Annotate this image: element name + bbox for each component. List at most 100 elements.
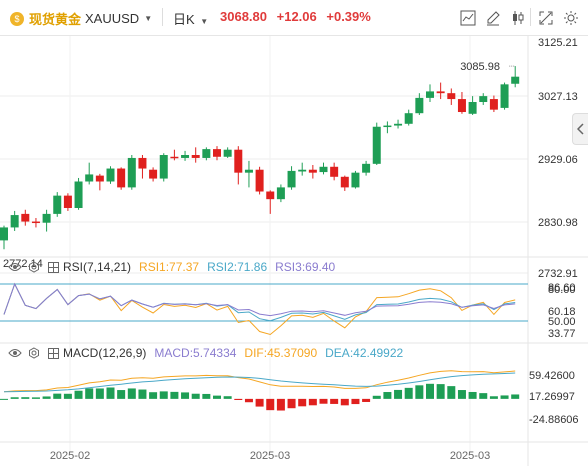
candle-body xyxy=(21,213,30,222)
fullscreen-icon[interactable] xyxy=(536,8,556,28)
macd-histogram-bar xyxy=(319,398,328,404)
macd-histogram-bar xyxy=(63,393,72,399)
expand-icon[interactable] xyxy=(46,346,60,360)
candle-body xyxy=(287,170,296,188)
collapse-panel-button[interactable] xyxy=(572,113,588,145)
x-tick-label: 2025-03 xyxy=(250,450,290,462)
candle-body xyxy=(511,76,520,84)
macd-histogram-bar xyxy=(42,396,51,399)
rsi1-line xyxy=(3,282,516,336)
eye-icon[interactable] xyxy=(8,346,22,360)
y-tick-label: 2929.06 xyxy=(538,154,578,166)
divider xyxy=(530,8,531,26)
macd-histogram-bar xyxy=(479,393,488,399)
candle-body xyxy=(276,187,285,200)
rsi-title: RSI(7,14,21) xyxy=(63,260,132,274)
indicator-icon[interactable] xyxy=(458,8,478,28)
settings-icon[interactable] xyxy=(27,260,41,274)
eye-icon[interactable] xyxy=(8,260,22,274)
interval-selector[interactable]: 日K ▼ xyxy=(173,9,208,28)
macd-histogram-bar xyxy=(298,398,307,407)
candle-body xyxy=(479,96,488,103)
macd-histogram-bar xyxy=(95,388,104,399)
dif-value: DIF:45.37090 xyxy=(244,346,318,360)
candle-body xyxy=(159,155,168,179)
interval-label: 日K xyxy=(173,12,195,27)
candle-body xyxy=(362,163,371,173)
candle-body xyxy=(255,169,264,192)
dea-value: DEA:42.49922 xyxy=(325,346,404,360)
macd-histogram-bar xyxy=(276,398,285,411)
candle-body xyxy=(426,91,434,98)
high-label: 3085.98 xyxy=(460,61,500,73)
settings-icon[interactable] xyxy=(27,346,41,360)
candle-body xyxy=(340,176,349,188)
chevron-down-icon: ▼ xyxy=(200,17,209,26)
settings-icon[interactable] xyxy=(561,8,581,28)
price-display: 3068.80 +12.06 +0.39% xyxy=(220,9,371,24)
draw-pen-icon[interactable] xyxy=(483,8,503,28)
macd-histogram-bar xyxy=(426,383,434,399)
macd-histogram-bar xyxy=(511,394,520,399)
symbol-selector[interactable]: $ 现货黄金 XAUUSD ▼ xyxy=(10,9,152,28)
macd-histogram-bar xyxy=(404,387,413,399)
candle-body xyxy=(298,169,307,172)
x-tick-label: 2025-03 xyxy=(450,450,490,462)
expand-icon[interactable] xyxy=(46,260,60,274)
macd-histogram-bar xyxy=(181,392,190,399)
macd-histogram-bar xyxy=(31,397,40,399)
candle-body xyxy=(394,123,403,126)
candle-body xyxy=(63,195,72,208)
macd-histogram-bar xyxy=(53,393,62,399)
candle-body xyxy=(191,155,200,158)
macd-histogram-bar xyxy=(340,398,349,406)
macd-histogram-bar xyxy=(10,397,19,399)
macd-histogram-bar xyxy=(457,390,466,399)
macd-tick-label: -24.88606 xyxy=(529,414,579,426)
symbol-name: 现货黄金 xyxy=(29,12,82,27)
price-change-pct: +0.39% xyxy=(326,9,371,24)
chevron-down-icon: ▼ xyxy=(144,14,153,23)
y-tick-label: 2830.98 xyxy=(538,217,578,229)
macd-histogram-bar xyxy=(287,398,296,409)
macd-histogram-bar xyxy=(223,396,232,399)
macd-histogram-bar xyxy=(202,393,211,399)
rsi-tick-label: 80.00 xyxy=(548,284,576,296)
chart-area[interactable]: 3125.21 3027.13 2929.06 2830.98 2732.91 3085.… xyxy=(0,36,588,466)
candle-body xyxy=(85,174,94,182)
candle-body xyxy=(383,125,392,128)
macd-histogram-bar xyxy=(330,398,339,404)
macd-histogram-bar xyxy=(266,398,275,411)
candle-body xyxy=(213,149,221,157)
macd-histogram-bar xyxy=(191,393,200,399)
macd-histogram-bar xyxy=(21,397,30,399)
dif-line xyxy=(3,370,516,393)
rsi-legend: RSI(7,14,21) RSI1:77.37 RSI2:71.86 RSI3:… xyxy=(0,260,335,274)
macd-histogram-bar xyxy=(85,388,94,399)
macd-histogram-bar xyxy=(383,392,392,399)
candle-body xyxy=(31,221,40,224)
macd-histogram-bar xyxy=(159,391,168,399)
candle-body xyxy=(223,149,232,157)
macd-histogram-bar xyxy=(351,398,360,405)
candle-body xyxy=(436,91,445,94)
macd-histogram-bar xyxy=(415,385,424,399)
macd-histogram-bar xyxy=(170,391,179,399)
chevron-left-icon xyxy=(577,123,584,135)
last-price: 3068.80 xyxy=(220,9,267,24)
macd-tick-label: 17.26997 xyxy=(529,391,575,403)
price-change: +12.06 xyxy=(276,9,317,24)
candle-body xyxy=(308,169,317,173)
macd-title: MACD(12,26,9) xyxy=(63,346,147,360)
macd-histogram-bar xyxy=(308,398,317,406)
macd-histogram-bar xyxy=(213,395,221,399)
candle-body xyxy=(372,126,381,164)
dea-line xyxy=(3,372,516,393)
x-tick-label: 2025-02 xyxy=(50,450,90,462)
candle-style-icon[interactable] xyxy=(508,8,528,28)
candle-body xyxy=(117,168,126,188)
candle-body xyxy=(127,157,136,188)
candle-body xyxy=(0,227,8,241)
macd-histogram-bar xyxy=(468,391,477,399)
candle-body xyxy=(489,99,498,110)
